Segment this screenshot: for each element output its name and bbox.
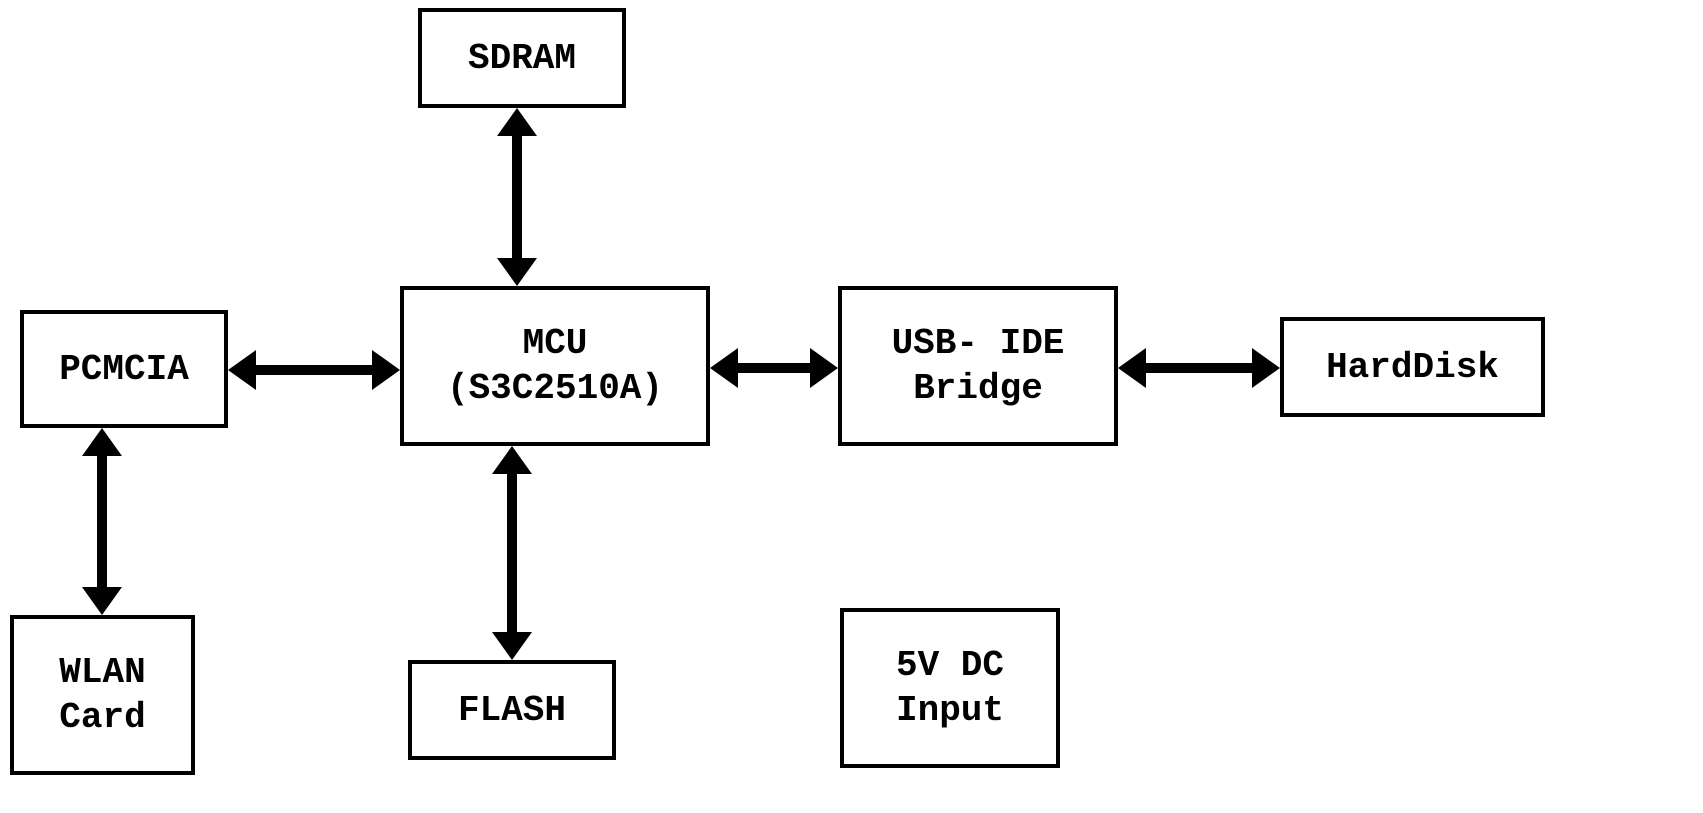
wlan-label-2: Card bbox=[59, 695, 145, 740]
arrowhead-left-icon bbox=[710, 348, 738, 388]
arrowhead-up-icon bbox=[497, 108, 537, 136]
arrowhead-down-icon bbox=[497, 258, 537, 286]
usbide-label-2: Bridge bbox=[913, 366, 1043, 411]
edge-pcmcia-wlan bbox=[97, 454, 107, 589]
edge-pcmcia-mcu bbox=[254, 365, 374, 375]
arrowhead-up-icon bbox=[492, 446, 532, 474]
edge-usbide-harddisk bbox=[1144, 363, 1254, 373]
node-pcmcia: PCMCIA bbox=[20, 310, 228, 428]
node-usb-ide-bridge: USB- IDE Bridge bbox=[838, 286, 1118, 446]
flash-label-1: FLASH bbox=[458, 688, 566, 733]
power-label-1: 5V DC bbox=[896, 643, 1004, 688]
arrowhead-up-icon bbox=[82, 428, 122, 456]
mcu-label-2: (S3C2510A) bbox=[447, 366, 663, 411]
arrowhead-right-icon bbox=[1252, 348, 1280, 388]
mcu-label-1: MCU bbox=[523, 321, 588, 366]
node-harddisk: HardDisk bbox=[1280, 317, 1545, 417]
arrowhead-down-icon bbox=[492, 632, 532, 660]
edge-mcu-usbide bbox=[736, 363, 812, 373]
node-mcu: MCU (S3C2510A) bbox=[400, 286, 710, 446]
arrowhead-left-icon bbox=[228, 350, 256, 390]
node-wlan-card: WLAN Card bbox=[10, 615, 195, 775]
node-5v-dc-input: 5V DC Input bbox=[840, 608, 1060, 768]
usbide-label-1: USB- IDE bbox=[892, 321, 1065, 366]
edge-sdram-mcu bbox=[512, 134, 522, 260]
sdram-label-1: SDRAM bbox=[468, 36, 576, 81]
arrowhead-right-icon bbox=[372, 350, 400, 390]
wlan-label-1: WLAN bbox=[59, 650, 145, 695]
arrowhead-down-icon bbox=[82, 587, 122, 615]
arrowhead-right-icon bbox=[810, 348, 838, 388]
pcmcia-label-1: PCMCIA bbox=[59, 347, 189, 392]
node-flash: FLASH bbox=[408, 660, 616, 760]
edge-mcu-flash bbox=[507, 472, 517, 634]
node-sdram: SDRAM bbox=[418, 8, 626, 108]
arrowhead-left-icon bbox=[1118, 348, 1146, 388]
power-label-2: Input bbox=[896, 688, 1004, 733]
harddisk-label-1: HardDisk bbox=[1326, 345, 1499, 390]
